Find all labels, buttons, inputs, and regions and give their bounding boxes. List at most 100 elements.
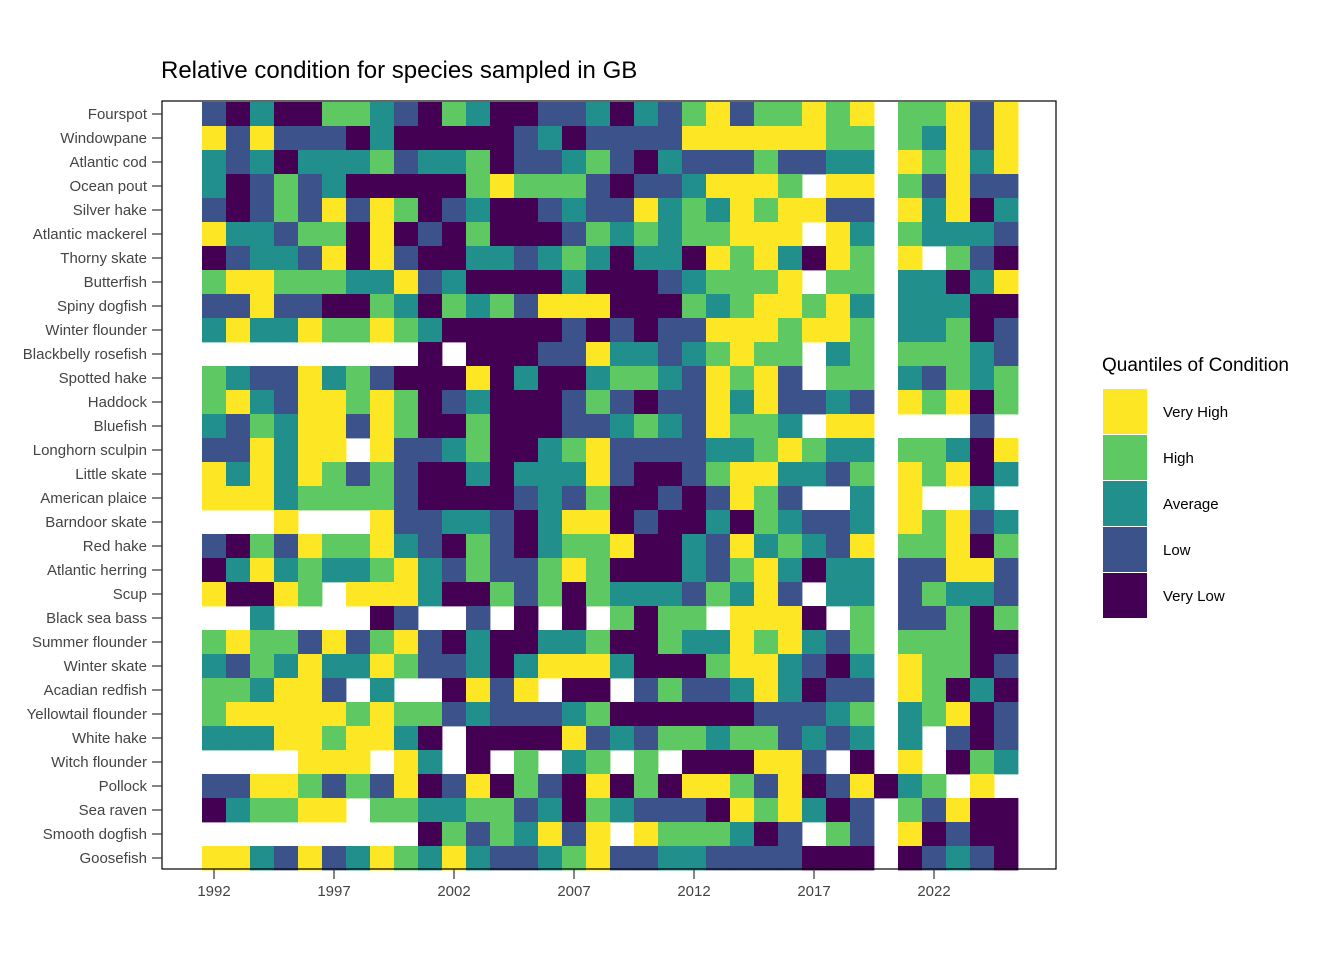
y-axis: Fourspot Windowpane Atlantic cod Ocean pout… xyxy=(23,106,162,867)
heatmap-cell xyxy=(754,630,779,655)
heatmap-cell xyxy=(274,534,299,559)
heatmap-cell xyxy=(922,366,947,391)
heatmap-cell xyxy=(538,294,563,319)
heatmap-cell xyxy=(274,438,299,463)
heatmap-cell xyxy=(562,726,587,751)
heatmap-cell xyxy=(682,582,707,607)
legend-key xyxy=(1103,527,1147,572)
heatmap-cell xyxy=(298,558,323,583)
heatmap-cell xyxy=(610,558,635,583)
heatmap-cell xyxy=(658,414,683,439)
heatmap-cell xyxy=(394,654,419,679)
heatmap-cell xyxy=(658,774,683,799)
y-tick-label: Spiny dogfish xyxy=(57,298,147,315)
heatmap-cell xyxy=(706,462,731,487)
heatmap-cell xyxy=(346,750,371,775)
heatmap-cell xyxy=(970,846,995,871)
y-tick-label: Black sea bass xyxy=(46,610,147,627)
heatmap-cell xyxy=(922,510,947,535)
heatmap-cell xyxy=(922,102,947,127)
heatmap-cell xyxy=(370,774,395,799)
heatmap-cell xyxy=(274,726,299,751)
heatmap-cell xyxy=(682,342,707,367)
heatmap-cell xyxy=(658,606,683,631)
heatmap-cell xyxy=(706,102,731,127)
heatmap-cell xyxy=(706,342,731,367)
heatmap-cell xyxy=(682,390,707,415)
heatmap-cell xyxy=(298,678,323,703)
heatmap-cell xyxy=(730,654,755,679)
heatmap-cell xyxy=(658,438,683,463)
heatmap-cell xyxy=(994,438,1019,463)
heatmap-cell xyxy=(970,270,995,295)
heatmap-cell xyxy=(994,822,1019,847)
heatmap-cell xyxy=(562,750,587,775)
heatmap-cell xyxy=(538,438,563,463)
heatmap-cell xyxy=(850,150,875,175)
heatmap-cell xyxy=(394,294,419,319)
y-tick-label: Longhorn sculpin xyxy=(33,442,147,459)
heatmap-cell xyxy=(922,678,947,703)
heatmap-cell xyxy=(538,798,563,823)
heatmap-cell xyxy=(322,150,347,175)
heatmap-cell xyxy=(418,510,443,535)
heatmap-cell xyxy=(274,486,299,511)
heatmap-cell xyxy=(850,822,875,847)
heatmap-cell xyxy=(298,174,323,199)
heatmap-cell xyxy=(682,630,707,655)
heatmap-cell xyxy=(250,414,275,439)
heatmap-cell xyxy=(994,126,1019,151)
y-tick-label: Barndoor skate xyxy=(45,514,147,531)
heatmap-cell xyxy=(682,174,707,199)
heatmap-cell xyxy=(682,798,707,823)
heatmap-cell xyxy=(490,582,515,607)
x-tick-label: 1992 xyxy=(197,883,230,900)
heatmap-cell xyxy=(202,102,227,127)
heatmap-cell xyxy=(394,582,419,607)
heatmap-cell xyxy=(850,510,875,535)
heatmap-cell xyxy=(538,726,563,751)
y-tick-label: Atlantic herring xyxy=(47,562,147,579)
heatmap-cell xyxy=(538,366,563,391)
heatmap-cell xyxy=(922,606,947,631)
heatmap-cell xyxy=(946,246,971,271)
heatmap-cell xyxy=(370,510,395,535)
heatmap-cell xyxy=(370,702,395,727)
heatmap-cell xyxy=(322,558,347,583)
heatmap-cell xyxy=(346,198,371,223)
heatmap-cell xyxy=(682,222,707,247)
heatmap-cell xyxy=(850,174,875,199)
heatmap-cell xyxy=(730,726,755,751)
heatmap-cell xyxy=(898,822,923,847)
heatmap-cell xyxy=(562,798,587,823)
heatmap-cell xyxy=(826,798,851,823)
heatmap-cell xyxy=(706,438,731,463)
heatmap-cell xyxy=(922,270,947,295)
heatmap-cell xyxy=(370,654,395,679)
heatmap-cell xyxy=(778,318,803,343)
heatmap-cell xyxy=(754,726,779,751)
heatmap-cell xyxy=(226,126,251,151)
heatmap-cell xyxy=(658,390,683,415)
heatmap-cell xyxy=(298,486,323,511)
heatmap-cell xyxy=(994,102,1019,127)
y-tick-label: Butterfish xyxy=(84,274,147,291)
heatmap-cell xyxy=(754,750,779,775)
heatmap-cell xyxy=(418,246,443,271)
heatmap-cell xyxy=(538,390,563,415)
heatmap-cell xyxy=(730,702,755,727)
heatmap-cell xyxy=(226,198,251,223)
heatmap-cell xyxy=(682,150,707,175)
heatmap-cell xyxy=(562,558,587,583)
heatmap-cell xyxy=(538,414,563,439)
heatmap-cell xyxy=(322,270,347,295)
heatmap-cell xyxy=(466,222,491,247)
heatmap-cell xyxy=(322,846,347,871)
heatmap-cell xyxy=(826,678,851,703)
heatmap-cell xyxy=(514,774,539,799)
heatmap-cell xyxy=(826,822,851,847)
heatmap-cell xyxy=(250,198,275,223)
heatmap-cell xyxy=(922,822,947,847)
heatmap-cell xyxy=(394,462,419,487)
heatmap-cell xyxy=(730,486,755,511)
